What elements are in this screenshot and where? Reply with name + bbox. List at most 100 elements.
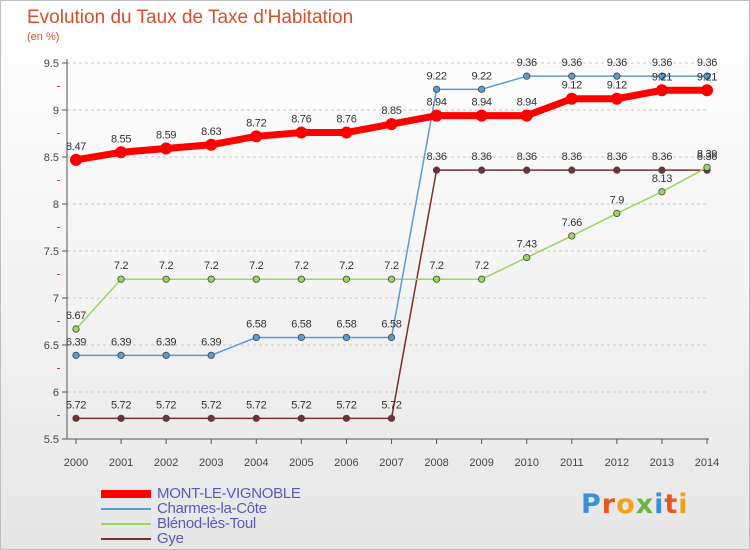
data-label-mont-le-vignoble: 8.94 [426, 97, 446, 109]
data-label-gye: 5.72 [201, 399, 221, 411]
legend-item-mont-le-vignoble: MONT-LE-VIGNOBLE [101, 485, 301, 502]
x-tick-label: 2010 [514, 457, 538, 469]
data-label-charmes-la-cote: 6.58 [336, 318, 356, 330]
x-tick-label: 2001 [109, 457, 133, 469]
data-label-mont-le-vignoble: 8.94 [517, 97, 537, 109]
data-point-blenod-les-toul [613, 209, 621, 217]
data-point-mont-le-vignoble [565, 92, 578, 105]
data-label-charmes-la-cote: 9.36 [517, 57, 537, 69]
data-label-gye: 5.72 [246, 399, 266, 411]
data-point-charmes-la-cote [207, 351, 215, 359]
data-point-charmes-la-cote [252, 333, 260, 342]
data-point-mont-le-vignoble [475, 109, 488, 122]
data-label-mont-le-vignoble: 9.12 [562, 80, 582, 92]
data-point-blenod-les-toul [252, 275, 260, 283]
y-tick-label: 9 [53, 105, 59, 117]
data-label-charmes-la-cote: 6.39 [156, 336, 176, 348]
data-point-gye [658, 166, 666, 174]
data-label-blenod-les-toul: 7.2 [429, 260, 444, 272]
data-label-mont-le-vignoble: 8.47 [66, 141, 86, 153]
data-label-gye: 5.72 [66, 399, 86, 411]
data-label-gye: 5.72 [111, 399, 131, 411]
data-point-gye [72, 414, 80, 422]
x-tick-label: 2003 [199, 457, 223, 469]
y-tick-label: 6.5 [44, 340, 59, 352]
data-label-charmes-la-cote: 6.39 [66, 336, 86, 348]
data-point-blenod-les-toul [342, 275, 351, 283]
data-label-gye: 5.72 [291, 399, 311, 411]
legend-swatch-charmes-la-cote [101, 507, 151, 510]
x-tick-label: 2013 [650, 457, 674, 469]
data-label-mont-le-vignoble: 8.85 [381, 105, 401, 117]
data-label-blenod-les-toul: 7.2 [204, 260, 219, 272]
unit-label: (en %) [27, 31, 60, 43]
data-label-gye: 8.36 [652, 151, 672, 163]
data-label-mont-le-vignoble: 9.12 [607, 80, 627, 92]
data-point-mont-le-vignoble [430, 109, 443, 122]
data-point-gye [342, 414, 351, 422]
data-label-gye: 8.36 [517, 151, 537, 163]
data-point-charmes-la-cote [432, 85, 441, 93]
data-point-mont-le-vignoble [655, 84, 668, 97]
y-tick-label: 7.5 [44, 246, 59, 258]
x-tick-label: 2006 [334, 457, 358, 469]
legend-item-blenod-les-toul: Blénod-lès-Toul [101, 515, 301, 532]
data-point-charmes-la-cote [342, 333, 351, 342]
data-label-mont-le-vignoble: 8.63 [201, 126, 221, 138]
x-tick-label: 2008 [424, 457, 448, 469]
data-point-gye [387, 414, 396, 422]
data-label-mont-le-vignoble: 8.76 [291, 114, 311, 126]
data-point-blenod-les-toul [387, 275, 396, 283]
data-label-blenod-les-toul: 7.2 [159, 260, 174, 272]
data-point-blenod-les-toul [478, 275, 486, 283]
data-point-gye [252, 414, 260, 422]
data-point-charmes-la-cote [72, 351, 80, 359]
data-label-charmes-la-cote: 6.39 [201, 336, 221, 348]
series-line-blenod-les-toul [75, 166, 708, 330]
data-label-gye: 8.36 [562, 151, 582, 163]
data-label-blenod-les-toul: 7.2 [384, 260, 399, 272]
legend-label-mont-le-vignoble: MONT-LE-VIGNOBLE [157, 485, 301, 502]
data-point-blenod-les-toul [523, 253, 531, 262]
data-label-blenod-les-toul: 7.66 [562, 217, 582, 229]
data-label-gye: 8.36 [426, 151, 446, 163]
data-label-charmes-la-cote: 6.58 [381, 318, 401, 330]
series-line-gye [75, 169, 708, 420]
data-point-blenod-les-toul [703, 163, 711, 171]
data-label-blenod-les-toul: 8.39 [697, 148, 717, 160]
data-point-blenod-les-toul [72, 325, 80, 333]
x-tick-label: 2014 [695, 457, 719, 469]
data-point-gye [613, 166, 621, 174]
data-label-gye: 8.36 [472, 151, 492, 163]
x-tick-label: 2012 [605, 457, 629, 469]
data-point-blenod-les-toul [568, 232, 576, 240]
data-label-blenod-les-toul: 7.2 [294, 260, 309, 272]
data-label-charmes-la-cote: 9.22 [472, 70, 492, 82]
data-label-mont-le-vignoble: 9.21 [697, 71, 717, 83]
data-label-blenod-les-toul: 7.2 [474, 260, 489, 272]
data-point-mont-le-vignoble [385, 118, 398, 131]
legend: MONT-LE-VIGNOBLE Charmes-la-Côte Blénod-… [101, 485, 301, 547]
legend-swatch-gye [101, 537, 151, 540]
y-tick-label: 8 [53, 199, 59, 211]
legend-label-gye: Gye [157, 530, 184, 547]
data-label-blenod-les-toul: 7.9 [610, 194, 625, 206]
data-label-blenod-les-toul: 7.2 [114, 260, 129, 272]
data-point-mont-le-vignoble [701, 84, 713, 97]
y-tick-label: 9.5 [44, 58, 59, 70]
data-label-mont-le-vignoble: 8.55 [111, 133, 131, 145]
data-point-blenod-les-toul [117, 275, 125, 283]
y-tick-label: 6 [53, 387, 59, 399]
data-label-charmes-la-cote: 6.58 [291, 318, 311, 330]
data-point-blenod-les-toul [432, 275, 441, 283]
data-point-gye [432, 166, 441, 174]
data-point-mont-le-vignoble [115, 146, 128, 159]
data-point-charmes-la-cote [117, 351, 125, 359]
data-label-charmes-la-cote: 9.22 [426, 70, 446, 82]
data-point-gye [207, 414, 215, 422]
x-tick-label: 2007 [379, 457, 403, 469]
x-tick-label: 2011 [560, 457, 584, 469]
data-point-gye [162, 414, 170, 422]
